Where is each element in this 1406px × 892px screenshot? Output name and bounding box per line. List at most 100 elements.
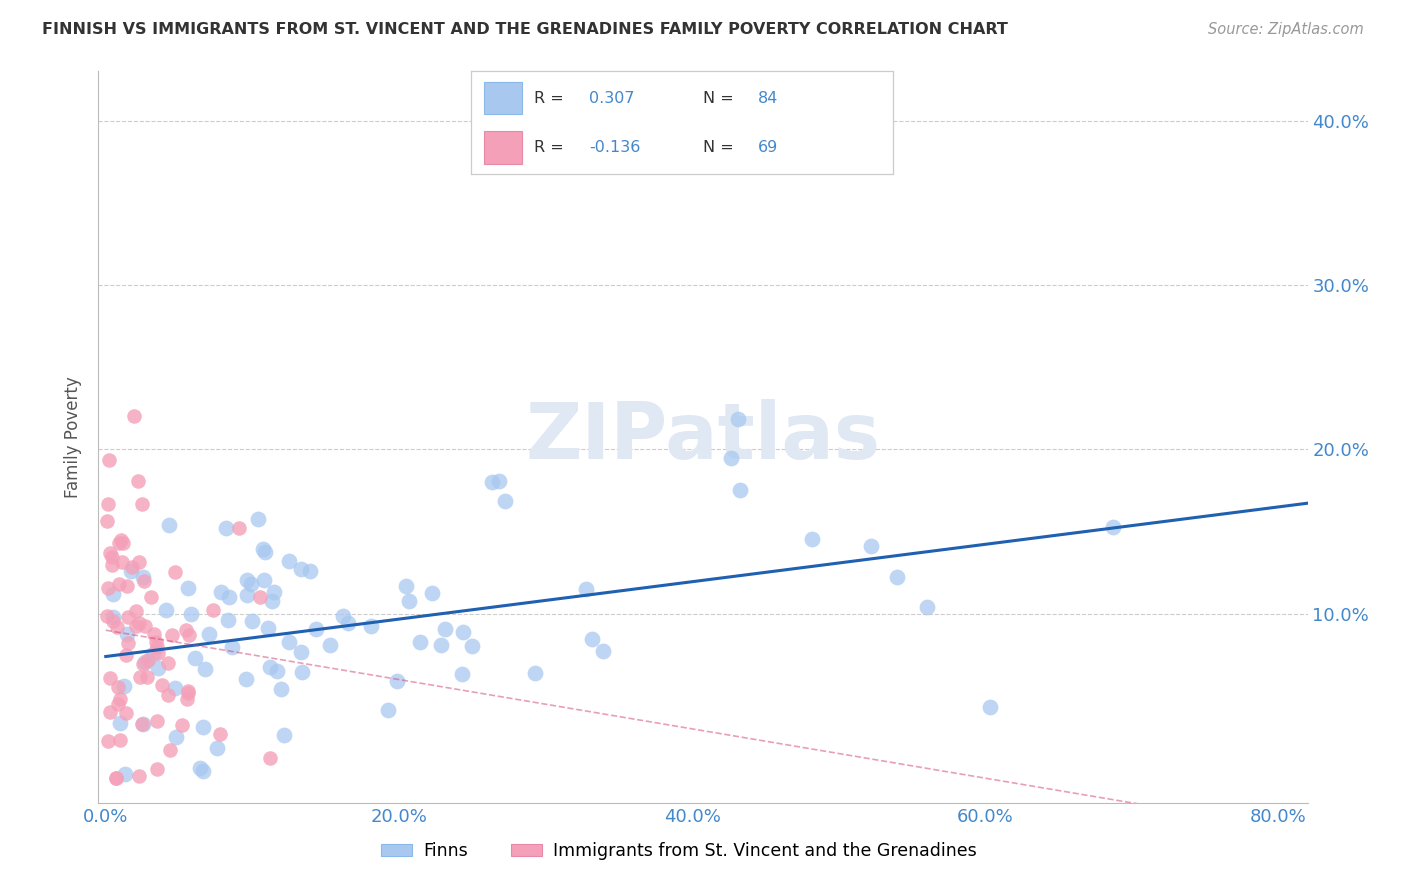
Point	[860, 539, 883, 553]
Point	[249, 590, 271, 604]
Point	[100, 558, 122, 572]
Point	[201, 603, 224, 617]
Text: R =: R =	[534, 90, 569, 105]
Point	[155, 603, 177, 617]
Point	[148, 646, 170, 660]
Point	[395, 579, 418, 593]
Point	[915, 600, 938, 615]
Point	[451, 624, 474, 639]
Text: -0.136: -0.136	[589, 140, 641, 155]
Point	[160, 628, 183, 642]
Point	[134, 655, 156, 669]
Point	[273, 728, 295, 742]
Point	[146, 714, 169, 728]
Point	[105, 620, 128, 634]
Point	[166, 730, 188, 744]
Point	[148, 661, 170, 675]
Point	[360, 618, 382, 632]
Point	[128, 555, 150, 569]
Point	[886, 570, 908, 584]
Point	[97, 498, 120, 512]
Point	[208, 727, 231, 741]
Point	[277, 554, 299, 568]
Point	[97, 581, 120, 595]
Point	[146, 640, 169, 654]
Point	[134, 619, 156, 633]
Point	[180, 607, 202, 622]
Point	[163, 681, 186, 695]
Point	[132, 574, 155, 589]
Point	[127, 474, 149, 488]
Text: R =: R =	[534, 140, 569, 155]
Point	[128, 769, 150, 783]
Point	[253, 544, 276, 558]
Point	[409, 635, 432, 649]
Point	[143, 627, 166, 641]
Point	[176, 692, 198, 706]
Point	[103, 615, 125, 629]
Point	[1101, 520, 1123, 534]
Point	[259, 660, 281, 674]
Point	[131, 716, 153, 731]
Point	[105, 771, 128, 785]
Point	[177, 582, 200, 596]
Point	[110, 692, 132, 706]
Point	[96, 515, 118, 529]
Point	[252, 542, 274, 557]
Point	[430, 638, 453, 652]
Point	[146, 762, 169, 776]
Point	[420, 586, 443, 600]
Point	[215, 521, 238, 535]
Point	[198, 627, 221, 641]
Point	[575, 582, 598, 596]
Point	[727, 412, 749, 426]
Point	[156, 688, 179, 702]
Point	[221, 640, 243, 655]
Point	[278, 634, 301, 648]
Point	[107, 680, 129, 694]
Point	[592, 644, 614, 658]
Point	[209, 585, 232, 599]
Point	[451, 667, 474, 681]
Point	[191, 720, 214, 734]
Point	[97, 734, 120, 748]
Point	[246, 512, 269, 526]
Point	[131, 497, 153, 511]
Point	[193, 764, 215, 778]
Point	[488, 475, 510, 489]
Point	[159, 743, 181, 757]
Point	[387, 674, 409, 689]
Point	[270, 682, 292, 697]
Point	[266, 664, 288, 678]
Point	[121, 560, 143, 574]
Point	[117, 636, 139, 650]
Point	[132, 657, 155, 672]
Point	[115, 627, 138, 641]
Point	[581, 632, 603, 646]
Point	[172, 718, 194, 732]
Point	[263, 585, 285, 599]
Point	[298, 564, 321, 578]
Point	[433, 622, 456, 636]
Point	[114, 767, 136, 781]
Point	[120, 564, 142, 578]
Point	[290, 561, 312, 575]
Point	[98, 452, 121, 467]
Point	[117, 579, 139, 593]
Point	[177, 627, 200, 641]
Point	[101, 610, 124, 624]
Point	[124, 409, 146, 423]
Point	[979, 700, 1001, 714]
Point	[101, 587, 124, 601]
Text: N =: N =	[703, 90, 740, 105]
Point	[332, 609, 354, 624]
Point	[98, 671, 121, 685]
Y-axis label: Family Poverty: Family Poverty	[65, 376, 83, 498]
Legend: Finns, Immigrants from St. Vincent and the Grenadines: Finns, Immigrants from St. Vincent and t…	[374, 836, 983, 867]
Text: 69: 69	[758, 140, 778, 155]
Point	[174, 623, 197, 637]
Text: Source: ZipAtlas.com: Source: ZipAtlas.com	[1208, 22, 1364, 37]
Point	[132, 717, 155, 731]
Point	[290, 645, 312, 659]
Text: 84: 84	[758, 90, 778, 105]
